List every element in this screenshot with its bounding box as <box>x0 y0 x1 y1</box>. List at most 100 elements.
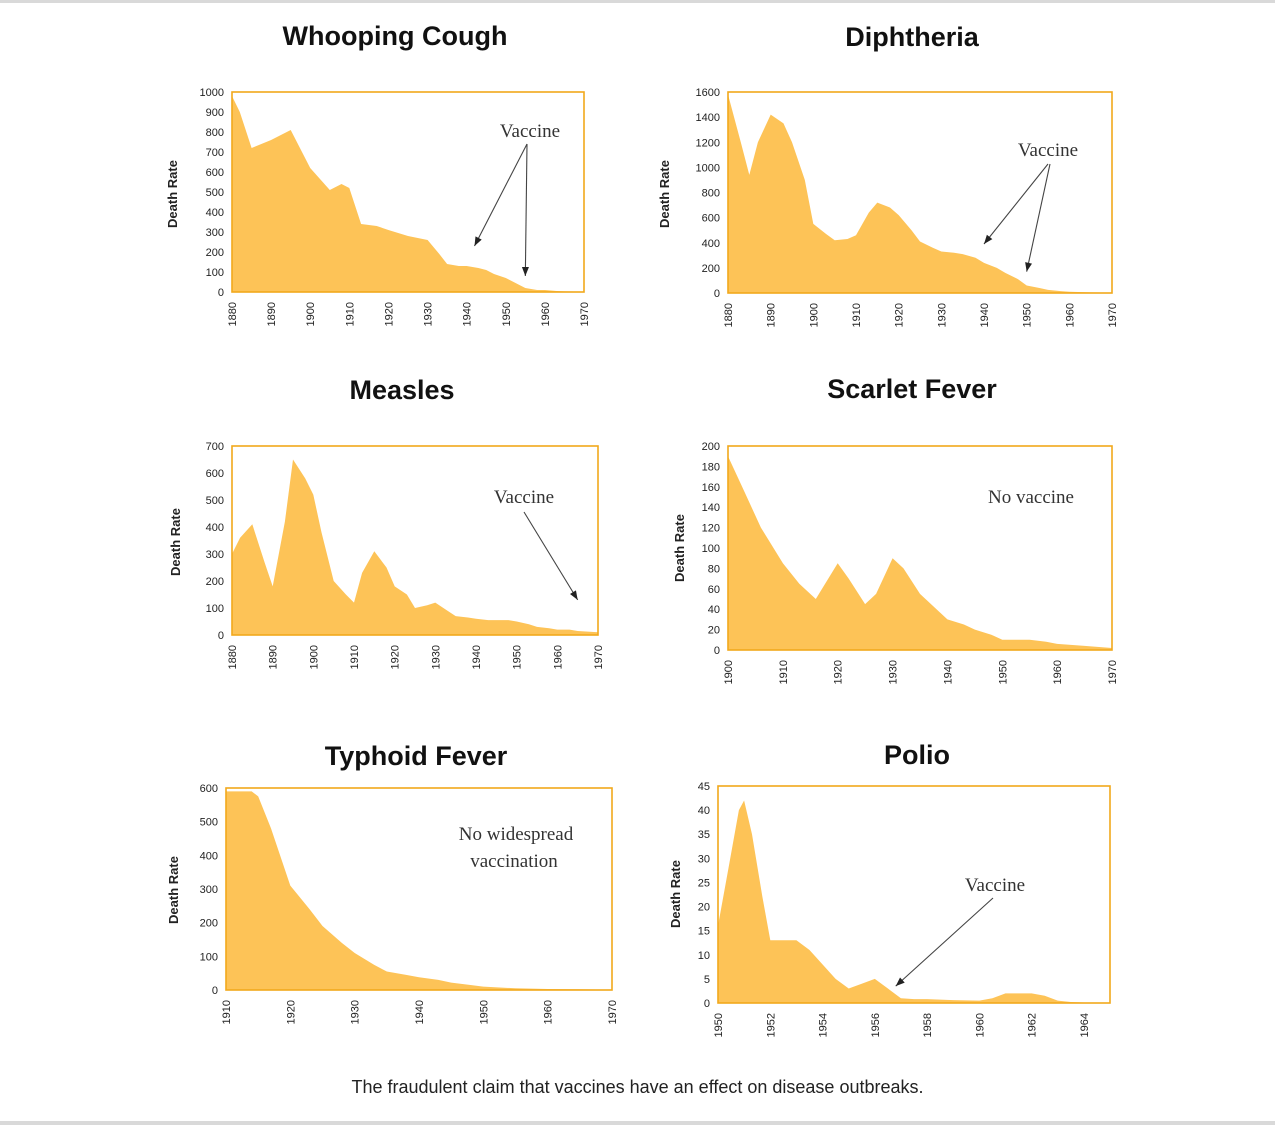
typhoid-title: Typhoid Fever <box>325 741 508 771</box>
typhoid-xtick: 1930 <box>350 1000 362 1024</box>
polio-ytick: 10 <box>698 950 710 962</box>
diphtheria-title: Diphtheria <box>845 22 979 52</box>
scarlet-annotation: No vaccine <box>988 487 1074 508</box>
scarlet-area <box>728 456 1112 650</box>
diphtheria-ytick: 400 <box>702 238 720 250</box>
whooping-area <box>232 96 584 292</box>
polio-ytick: 25 <box>698 877 710 889</box>
measles-xtick: 1960 <box>552 645 564 669</box>
whooping-vaccine-arrow-head <box>474 236 482 246</box>
measles-ytick: 300 <box>206 549 224 561</box>
typhoid-xtick: 1910 <box>221 1000 233 1024</box>
scarlet-plot-frame <box>727 445 1113 651</box>
typhoid-ytick: 200 <box>200 918 218 930</box>
measles-plot-frame <box>231 445 599 636</box>
diphtheria-vaccine-arrow-head <box>1025 262 1032 272</box>
whooping-xtick: 1950 <box>501 302 513 326</box>
measles-ytick: 700 <box>206 441 224 453</box>
polio-vaccine-arrow-line <box>895 897 994 987</box>
scarlet-xtick: 1950 <box>997 660 1009 684</box>
diphtheria-chart: Diphtheria Death Rate 0 200 400 600 800 1000 120… <box>657 22 1119 327</box>
measles-annotation: Vaccine <box>494 487 554 508</box>
typhoid-ylabel: Death Rate <box>166 856 181 924</box>
polio-plot-frame <box>717 785 1111 1004</box>
diphtheria-xtick: 1890 <box>766 303 778 327</box>
measles-xtick: 1930 <box>430 645 442 669</box>
diphtheria-xtick: 1910 <box>851 303 863 327</box>
measles-ylabel: Death Rate <box>168 508 183 576</box>
diphtheria-ytick: 600 <box>702 213 720 225</box>
polio-xtick: 1962 <box>1027 1013 1039 1037</box>
diphtheria-ytick: 1000 <box>696 162 720 174</box>
polio-xtick: 1958 <box>922 1013 934 1037</box>
whooping-ytick: 700 <box>206 147 224 159</box>
scarlet-xtick: 1910 <box>778 660 790 684</box>
polio-ytick: 0 <box>704 998 710 1010</box>
typhoid-xtick: 1950 <box>478 1000 490 1024</box>
polio-ytick: 40 <box>698 805 710 817</box>
whooping-ytick: 400 <box>206 207 224 219</box>
whooping-ytick: 100 <box>206 267 224 279</box>
bottom-border <box>0 1121 1275 1125</box>
whooping-xtick: 1940 <box>462 302 474 326</box>
measles-vaccine-arrow-head <box>569 590 578 600</box>
scarlet-ytick: 140 <box>702 502 720 514</box>
diphtheria-ylabel: Death Rate <box>657 160 672 228</box>
whooping-xtick: 1970 <box>579 302 591 326</box>
whooping-xtick: 1930 <box>423 302 435 326</box>
measles-xtick: 1910 <box>349 645 361 669</box>
polio-xtick: 1956 <box>870 1013 882 1037</box>
top-border <box>0 0 1275 3</box>
diphtheria-ytick: 200 <box>702 263 720 275</box>
whooping-ytick: 900 <box>206 107 224 119</box>
scarlet-ytick: 60 <box>708 584 720 596</box>
whooping-annotation: Vaccine <box>500 121 560 142</box>
whooping-ytick: 200 <box>206 247 224 259</box>
polio-xtick: 1964 <box>1079 1013 1091 1037</box>
scarlet-xtick: 1920 <box>833 660 845 684</box>
polio-xtick: 1952 <box>765 1013 777 1037</box>
whooping-vaccine-arrow-head <box>521 266 529 276</box>
measles-ytick: 200 <box>206 576 224 588</box>
diphtheria-plot-frame <box>727 91 1113 294</box>
typhoid-area <box>226 791 612 990</box>
scarlet-chart: Scarlet Fever Death Rate 0 20 40 60 80 100 120 14… <box>672 374 1119 684</box>
diphtheria-xtick: 1960 <box>1064 303 1076 327</box>
whooping-plot-frame <box>231 91 585 293</box>
typhoid-ytick: 100 <box>200 951 218 963</box>
typhoid-ytick: 400 <box>200 850 218 862</box>
measles-ytick: 100 <box>206 603 224 615</box>
whooping-ytick: 300 <box>206 227 224 239</box>
typhoid-xtick: 1940 <box>414 1000 426 1024</box>
whooping-xtick: 1890 <box>266 302 278 326</box>
diphtheria-xtick: 1900 <box>808 303 820 327</box>
whooping-ytick: 0 <box>218 287 224 299</box>
diphtheria-vaccine-arrow-head <box>984 234 993 245</box>
whooping-vaccine-arrow-line <box>524 143 528 277</box>
scarlet-xtick: 1930 <box>888 660 900 684</box>
diphtheria-xtick: 1940 <box>979 303 991 327</box>
diphtheria-ytick: 1600 <box>696 87 720 99</box>
typhoid-ytick: 300 <box>200 884 218 896</box>
polio-vaccine-arrow-head <box>895 977 905 987</box>
whooping-ylabel: Death Rate <box>165 160 180 228</box>
whooping-ytick: 500 <box>206 187 224 199</box>
diphtheria-xtick: 1920 <box>894 303 906 327</box>
diphtheria-ytick: 0 <box>714 288 720 300</box>
typhoid-annotation-line2: vaccination <box>470 851 558 872</box>
whooping-ytick: 1000 <box>200 87 224 99</box>
measles-xtick: 1940 <box>471 645 483 669</box>
whooping-chart: Whooping Cough Death Rate 0 100 200 300 400 500… <box>165 21 591 326</box>
scarlet-xtick: 1970 <box>1107 660 1119 684</box>
typhoid-xtick: 1920 <box>285 1000 297 1024</box>
measles-title: Measles <box>349 375 454 405</box>
scarlet-xtick: 1940 <box>942 660 954 684</box>
typhoid-plot-frame <box>225 787 613 991</box>
typhoid-ytick: 500 <box>200 817 218 829</box>
measles-xtick: 1880 <box>227 645 239 669</box>
polio-ytick: 20 <box>698 902 710 914</box>
scarlet-title: Scarlet Fever <box>827 374 997 404</box>
measles-area <box>232 459 598 635</box>
whooping-xtick: 1920 <box>383 302 395 326</box>
scarlet-ytick: 100 <box>702 543 720 555</box>
